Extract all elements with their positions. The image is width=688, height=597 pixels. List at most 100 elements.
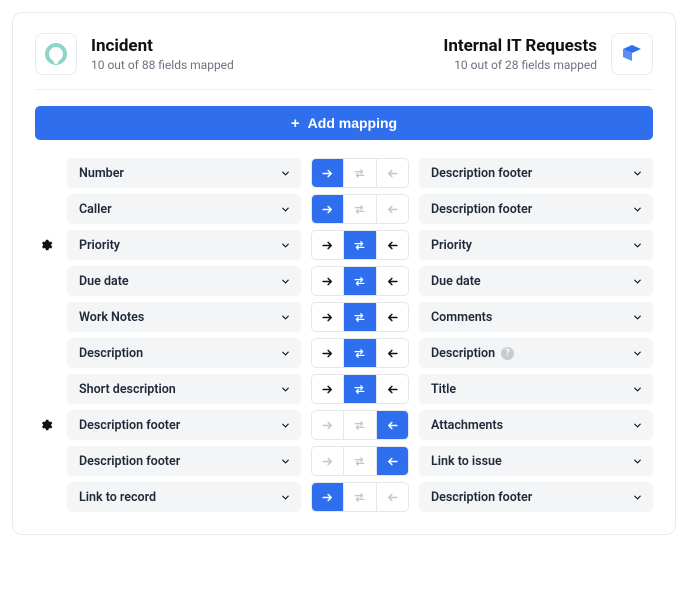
arrow-left-icon <box>385 274 400 289</box>
direction-left-button[interactable] <box>376 267 408 295</box>
arrow-right-icon <box>320 310 335 325</box>
right-field-select[interactable]: Title <box>419 374 653 404</box>
direction-toggle <box>311 230 409 260</box>
direction-both-button[interactable] <box>343 339 375 367</box>
left-field-select[interactable]: Work Notes <box>67 302 301 332</box>
direction-both-button[interactable] <box>343 447 375 475</box>
arrow-both-icon <box>352 454 367 469</box>
left-field-label: Link to record <box>79 490 156 505</box>
chevron-down-icon <box>632 384 643 395</box>
direction-left-button[interactable] <box>376 447 408 475</box>
right-field-select[interactable]: Comments <box>419 302 653 332</box>
direction-toggle <box>311 194 409 224</box>
right-field-select[interactable]: Description footer <box>419 158 653 188</box>
right-field-select[interactable]: Priority <box>419 230 653 260</box>
direction-both-button[interactable] <box>343 231 375 259</box>
right-field-select[interactable]: Description footer <box>419 482 653 512</box>
chevron-down-icon <box>632 420 643 431</box>
left-field-label: Priority <box>79 238 120 253</box>
chevron-down-icon <box>280 240 291 251</box>
arrow-left-icon <box>385 490 400 505</box>
direction-right-button[interactable] <box>312 195 343 223</box>
direction-both-button[interactable] <box>343 267 375 295</box>
left-field-select[interactable]: Short description <box>67 374 301 404</box>
right-field-label: Description footer <box>431 166 532 181</box>
chevron-down-icon <box>632 312 643 323</box>
chevron-down-icon <box>280 276 291 287</box>
direction-left-button[interactable] <box>376 195 408 223</box>
direction-toggle <box>311 266 409 296</box>
chevron-down-icon <box>632 168 643 179</box>
arrow-both-icon <box>352 274 367 289</box>
target-subtitle: 10 out of 28 fields mapped <box>443 58 597 72</box>
arrow-left-icon <box>385 166 400 181</box>
arrow-right-icon <box>320 346 335 361</box>
left-field-select[interactable]: Link to record <box>67 482 301 512</box>
direction-left-button[interactable] <box>376 375 408 403</box>
header: Incident 10 out of 88 fields mapped Inte… <box>35 33 653 90</box>
direction-right-button[interactable] <box>312 267 343 295</box>
left-field-select[interactable]: Caller <box>67 194 301 224</box>
arrow-right-icon <box>320 382 335 397</box>
header-left: Incident 10 out of 88 fields mapped <box>35 33 234 75</box>
chevron-down-icon <box>280 384 291 395</box>
right-field-label: Title <box>431 382 456 397</box>
add-mapping-label: Add mapping <box>308 115 397 131</box>
direction-right-button[interactable] <box>312 159 343 187</box>
direction-right-button[interactable] <box>312 231 343 259</box>
left-field-label: Short description <box>79 382 176 397</box>
arrow-both-icon <box>352 382 367 397</box>
left-field-select[interactable]: Due date <box>67 266 301 296</box>
direction-right-button[interactable] <box>312 339 343 367</box>
mapping-card: Incident 10 out of 88 fields mapped Inte… <box>12 12 676 535</box>
direction-left-button[interactable] <box>376 411 408 439</box>
arrow-both-icon <box>352 202 367 217</box>
arrow-left-icon <box>385 454 400 469</box>
left-field-label: Description footer <box>79 454 180 469</box>
mapping-rows: Number Description footer Caller Descriptio… <box>35 158 653 512</box>
direction-both-button[interactable] <box>343 483 375 511</box>
left-field-select[interactable]: Priority <box>67 230 301 260</box>
arrow-both-icon <box>352 166 367 181</box>
right-field-select[interactable]: Description? <box>419 338 653 368</box>
left-field-select[interactable]: Description footer <box>67 446 301 476</box>
left-field-label: Caller <box>79 202 112 217</box>
direction-both-button[interactable] <box>343 303 375 331</box>
direction-left-button[interactable] <box>376 483 408 511</box>
right-field-select[interactable]: Attachments <box>419 410 653 440</box>
direction-both-button[interactable] <box>343 195 375 223</box>
direction-both-button[interactable] <box>343 375 375 403</box>
add-mapping-button[interactable]: + Add mapping <box>35 106 653 140</box>
direction-left-button[interactable] <box>376 303 408 331</box>
direction-right-button[interactable] <box>312 447 343 475</box>
direction-both-button[interactable] <box>343 159 375 187</box>
arrow-right-icon <box>320 274 335 289</box>
direction-left-button[interactable] <box>376 159 408 187</box>
mapping-row: Work Notes Comments <box>35 302 653 332</box>
left-field-select[interactable]: Number <box>67 158 301 188</box>
chevron-down-icon <box>632 456 643 467</box>
right-field-select[interactable]: Due date <box>419 266 653 296</box>
right-field-select[interactable]: Description footer <box>419 194 653 224</box>
arrow-both-icon <box>352 418 367 433</box>
direction-toggle <box>311 482 409 512</box>
right-field-label: Description footer <box>431 202 532 217</box>
direction-left-button[interactable] <box>376 339 408 367</box>
right-field-select[interactable]: Link to issue <box>419 446 653 476</box>
arrow-both-icon <box>352 238 367 253</box>
direction-right-button[interactable] <box>312 303 343 331</box>
direction-right-button[interactable] <box>312 375 343 403</box>
direction-right-button[interactable] <box>312 411 343 439</box>
left-field-label: Work Notes <box>79 310 144 325</box>
direction-left-button[interactable] <box>376 231 408 259</box>
chevron-down-icon <box>280 492 291 503</box>
row-settings-button[interactable] <box>35 238 57 252</box>
left-field-select[interactable]: Description <box>67 338 301 368</box>
chevron-down-icon <box>632 492 643 503</box>
source-subtitle: 10 out of 88 fields mapped <box>91 58 234 72</box>
source-app-badge <box>35 33 77 75</box>
row-settings-button[interactable] <box>35 418 57 432</box>
direction-both-button[interactable] <box>343 411 375 439</box>
direction-right-button[interactable] <box>312 483 343 511</box>
left-field-select[interactable]: Description footer <box>67 410 301 440</box>
